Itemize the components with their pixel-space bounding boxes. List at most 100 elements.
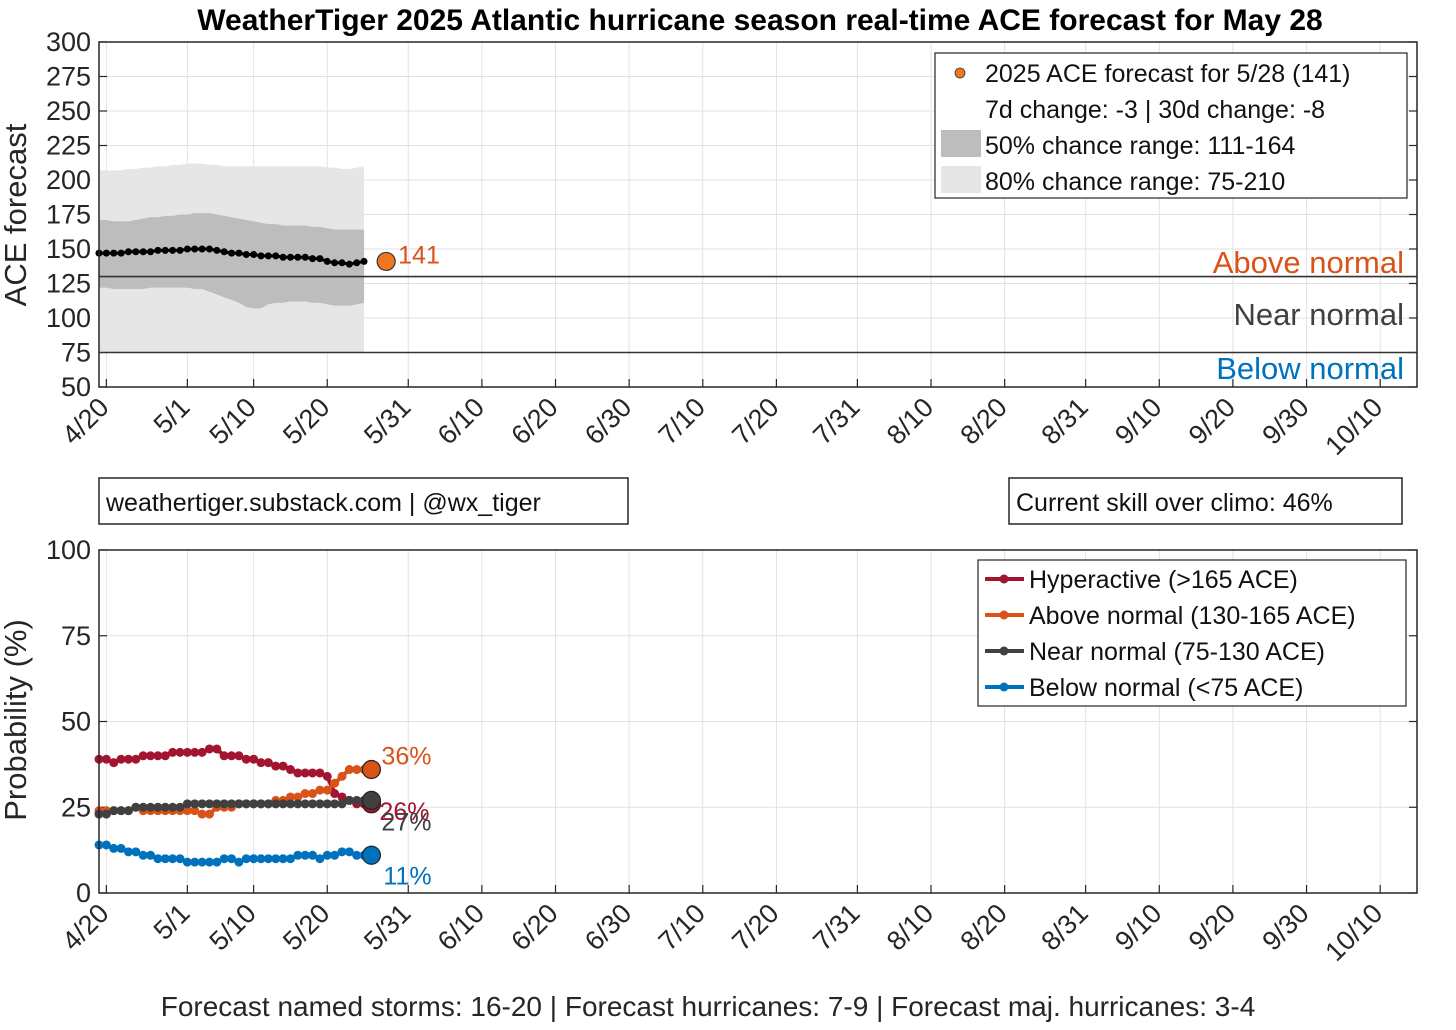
prob-point xyxy=(271,854,281,864)
ace-forecast-point xyxy=(213,246,221,254)
prob-legend: Hyperactive (>165 ACE) Above normal (130-… xyxy=(977,559,1407,707)
prob-end-marker xyxy=(361,790,382,810)
prob-x-tick-label: 5/1 xyxy=(148,898,196,946)
prob-point xyxy=(241,754,251,764)
prob-point xyxy=(197,857,207,867)
ace-forecast-point xyxy=(169,246,177,254)
skill-box xyxy=(1008,477,1403,525)
prob-point xyxy=(153,802,163,812)
ace-forecast-point xyxy=(220,248,228,256)
prob-point xyxy=(138,802,148,812)
prob-point xyxy=(249,854,259,864)
prob-point xyxy=(204,799,214,809)
ace-x-tick-label: 9/20 xyxy=(1183,392,1241,450)
prob-point xyxy=(109,843,119,853)
prob-x-tick-label: 8/31 xyxy=(1036,898,1094,956)
skill-text: Current skill over climo: 46% xyxy=(1016,489,1333,517)
prob-point xyxy=(300,799,310,809)
prob-point xyxy=(182,747,192,757)
prob-x-tick-label: 5/10 xyxy=(203,898,261,956)
prob-point xyxy=(293,850,303,860)
prob-point xyxy=(227,799,237,809)
prob-point xyxy=(212,744,222,754)
ace-x-tick-label: 8/10 xyxy=(881,392,939,450)
prob-x-tick-label: 7/20 xyxy=(726,898,784,956)
ace-forecast-point xyxy=(228,249,236,257)
prob-point xyxy=(308,768,318,778)
prob-point xyxy=(234,751,244,761)
ace-forecast-point xyxy=(132,248,140,256)
prob-point xyxy=(241,854,251,864)
ace-forecast-point xyxy=(323,257,331,265)
ace-forecast-point xyxy=(316,255,324,263)
ace-x-tick-label: 5/10 xyxy=(203,392,261,450)
ace-forecast-point xyxy=(154,246,162,254)
prob-x-tick-label: 7/31 xyxy=(807,898,865,956)
ace-x-tick-label: 7/20 xyxy=(726,392,784,450)
ace-y-tick-label: 50 xyxy=(61,372,91,402)
ace-forecast-point xyxy=(117,249,125,257)
ace-forecast-point xyxy=(102,249,110,257)
prob-point xyxy=(160,802,170,812)
prob-point xyxy=(352,850,362,860)
ace-forecast-point xyxy=(139,248,147,256)
region-label: Above normal xyxy=(1213,245,1404,280)
prob-point xyxy=(123,754,133,764)
legend-line-marker xyxy=(999,610,1009,620)
ace-current-label: 141 xyxy=(398,241,440,269)
prob-point xyxy=(315,799,325,809)
prob-y-tick-label: 0 xyxy=(76,878,91,908)
prob-point xyxy=(271,761,281,771)
ace-x-tick-label: 10/10 xyxy=(1319,392,1388,461)
prob-point xyxy=(146,802,156,812)
prob-point xyxy=(278,799,288,809)
prob-legend-entry: Above normal (130-165 ACE) xyxy=(1029,602,1356,630)
prob-point xyxy=(168,747,178,757)
region-label: Below normal xyxy=(1216,351,1404,386)
ace-forecast-point xyxy=(301,253,309,261)
prob-end-label: 11% xyxy=(383,862,431,890)
prob-point xyxy=(285,765,295,775)
ace-forecast-chart: ACE forecast 50 75 100 125 150 175 200 225 250 27… xyxy=(0,27,1418,461)
prob-point xyxy=(190,806,200,816)
prob-point xyxy=(219,799,229,809)
prob-point xyxy=(256,799,266,809)
prob-point xyxy=(204,744,214,754)
ace-x-tick-label: 6/20 xyxy=(505,392,563,450)
ace-forecast-point xyxy=(110,249,118,257)
band-50-percent xyxy=(99,213,365,309)
prob-point xyxy=(352,795,362,805)
prob-point xyxy=(160,854,170,864)
prob-point xyxy=(116,806,126,816)
ace-y-tick-label: 175 xyxy=(46,200,91,230)
prob-point xyxy=(153,751,163,761)
prob-x-tick-label: 9/10 xyxy=(1109,898,1167,956)
ace-legend-entry: 50% chance range: 111-164 xyxy=(985,132,1296,160)
prob-point xyxy=(300,850,310,860)
ace-x-tick-label: 6/30 xyxy=(579,392,637,450)
ace-x-tick-label: 9/10 xyxy=(1109,392,1167,450)
prob-point xyxy=(315,854,325,864)
prob-point xyxy=(182,857,192,867)
ace-forecast-point xyxy=(286,253,294,261)
ace-y-tick-label: 125 xyxy=(46,269,91,299)
prob-axes-frame xyxy=(98,549,1418,894)
prob-point xyxy=(271,799,281,809)
prob-point xyxy=(322,850,332,860)
ace-forecast-point xyxy=(309,255,317,263)
ace-legend-entry: 7d change: -3 | 30d change: -8 xyxy=(985,96,1325,124)
ace-forecast-points xyxy=(95,245,368,268)
prob-point xyxy=(204,809,214,819)
prob-point xyxy=(322,771,332,781)
ace-x-tick-label: 7/31 xyxy=(807,392,865,450)
prob-y-tick-label: 75 xyxy=(61,621,91,651)
prob-point xyxy=(109,758,119,768)
prob-point xyxy=(344,795,354,805)
website-box xyxy=(98,477,629,525)
prob-point xyxy=(315,768,325,778)
prob-point xyxy=(249,754,259,764)
region-label: Near normal xyxy=(1233,297,1404,332)
ace-y-axis-label: ACE forecast xyxy=(0,123,33,306)
website-credit[interactable]: weathertiger.substack.com | @wx_tiger xyxy=(105,489,541,517)
prob-point xyxy=(337,847,347,857)
